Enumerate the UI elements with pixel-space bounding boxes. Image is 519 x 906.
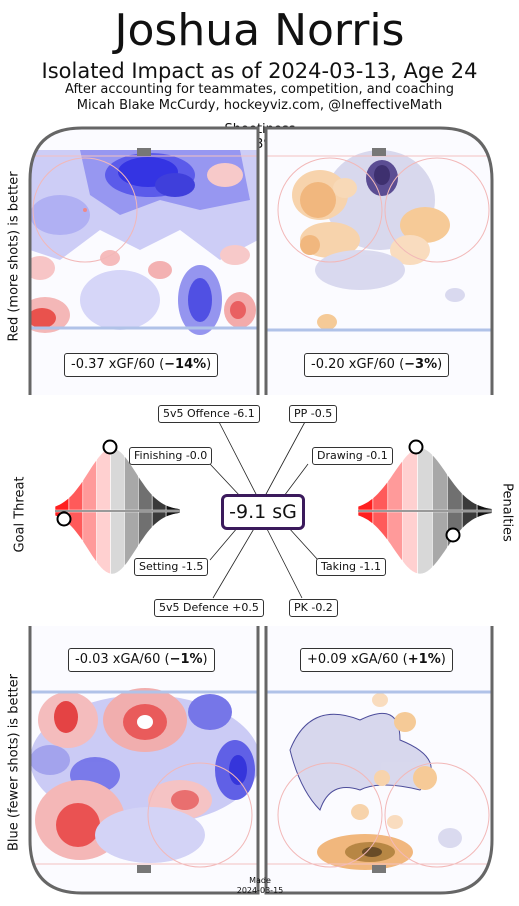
component-label-drawing: Drawing -0.1 bbox=[312, 447, 393, 465]
offence-pp-heatmap bbox=[292, 150, 465, 330]
component-label-pp: PP -0.5 bbox=[289, 405, 338, 423]
page-subtitle: Isolated Impact as of 2024-03-13, Age 24 bbox=[41, 59, 478, 83]
penalties-upper-band-7 bbox=[461, 492, 478, 511]
penalties-upper-band-5 bbox=[432, 453, 448, 511]
made-label: Made bbox=[249, 876, 271, 885]
offence-even-rink bbox=[30, 128, 258, 395]
goal-threat-upper-band-6 bbox=[137, 474, 153, 511]
penalties-upper-band-0 bbox=[357, 497, 374, 511]
total-impact-badge: -9.1 sG bbox=[221, 494, 305, 530]
goal-threat-label: Goal Threat bbox=[12, 476, 28, 553]
goal-net-icon bbox=[137, 148, 151, 156]
penalties-lower-band-4 bbox=[417, 511, 433, 575]
goal-threat-upper-band-4 bbox=[110, 447, 125, 511]
goal-net-icon bbox=[372, 865, 386, 873]
goal-threat-lower-band-8 bbox=[165, 511, 181, 518]
setting-marker bbox=[56, 511, 72, 527]
taking-marker bbox=[445, 527, 461, 543]
offence-pp-xg-box: -0.20 xGF/60 (−3%) bbox=[304, 353, 450, 377]
penalties-upper-band-3 bbox=[402, 447, 418, 511]
penalties-upper-band-6 bbox=[446, 473, 463, 511]
goal-threat-upper-band-0 bbox=[54, 496, 70, 511]
author-credit: Micah Blake McCurdy, hockeyviz.com, @Ine… bbox=[76, 98, 443, 113]
defence-even-heatmap bbox=[30, 688, 258, 863]
penalties-lower-band-8 bbox=[476, 511, 493, 519]
goal-threat-lower-band-2 bbox=[82, 511, 98, 564]
defence-even-rink bbox=[30, 626, 258, 893]
component-spokes bbox=[209, 419, 319, 599]
defence-even-xg-box: -0.03 xGA/60 (−1%) bbox=[68, 648, 215, 672]
goal-threat-upper-band-2 bbox=[82, 458, 98, 511]
methodology-note: After accounting for teammates, competit… bbox=[65, 82, 454, 97]
penalties-lower-band-5 bbox=[432, 511, 448, 569]
goal-threat-lower-band-7 bbox=[151, 511, 167, 528]
component-label-5v5-offence: 5v5 Offence -6.1 bbox=[158, 405, 260, 423]
goal-threat-lower-band-4 bbox=[110, 511, 125, 575]
penalties-lower-band-2 bbox=[387, 511, 404, 563]
penalties-upper-band-4 bbox=[417, 447, 433, 511]
goal-net-icon bbox=[137, 865, 151, 873]
goal-threat-upper-band-7 bbox=[151, 494, 167, 511]
drawing-marker bbox=[408, 439, 424, 455]
goal-threat-lower-band-3 bbox=[96, 511, 111, 575]
bottom-side-label: Blue (fewer shots) is better bbox=[6, 674, 22, 851]
penalties-upper-band-2 bbox=[387, 459, 404, 511]
made-date: 2024-03-15 bbox=[236, 886, 284, 895]
offence-even-xg-box: -0.37 xGF/60 (−14%) bbox=[64, 353, 219, 377]
penalties-upper-band-1 bbox=[372, 480, 389, 511]
top-side-label: Red (more shots) is better bbox=[6, 171, 22, 342]
component-label-setting: Setting -1.5 bbox=[134, 558, 209, 576]
goal-threat-upper-band-3 bbox=[96, 447, 111, 511]
penalties-label: Penalties bbox=[499, 483, 515, 542]
defence-pk-xg-box: +0.09 xGA/60 (+1%) bbox=[300, 648, 453, 672]
goal-threat-upper-band-8 bbox=[165, 504, 181, 511]
penalties-distribution bbox=[357, 439, 493, 575]
defence-pk-heatmap bbox=[289, 693, 462, 870]
offence-pp-rink bbox=[266, 128, 492, 395]
penalties-lower-band-0 bbox=[357, 511, 374, 525]
component-label-taking: Taking -1.1 bbox=[316, 558, 386, 576]
goal-threat-distribution bbox=[54, 439, 181, 575]
goal-threat-upper-band-1 bbox=[68, 479, 84, 511]
penalties-upper-band-8 bbox=[476, 503, 493, 511]
penalties-lower-band-7 bbox=[461, 511, 478, 530]
goal-net-icon bbox=[372, 148, 386, 156]
finishing-marker bbox=[102, 439, 118, 455]
penalties-lower-band-1 bbox=[372, 511, 389, 542]
component-label-pk: PK -0.2 bbox=[289, 599, 338, 617]
offence-even-heatmap bbox=[30, 150, 258, 335]
component-label-finishing: Finishing -0.0 bbox=[129, 447, 213, 465]
component-label-5v5-defence: 5v5 Defence +0.5 bbox=[154, 599, 264, 617]
goal-threat-lower-band-6 bbox=[137, 511, 153, 548]
page-title: Joshua Norris bbox=[114, 5, 405, 56]
penalties-lower-band-3 bbox=[402, 511, 418, 575]
